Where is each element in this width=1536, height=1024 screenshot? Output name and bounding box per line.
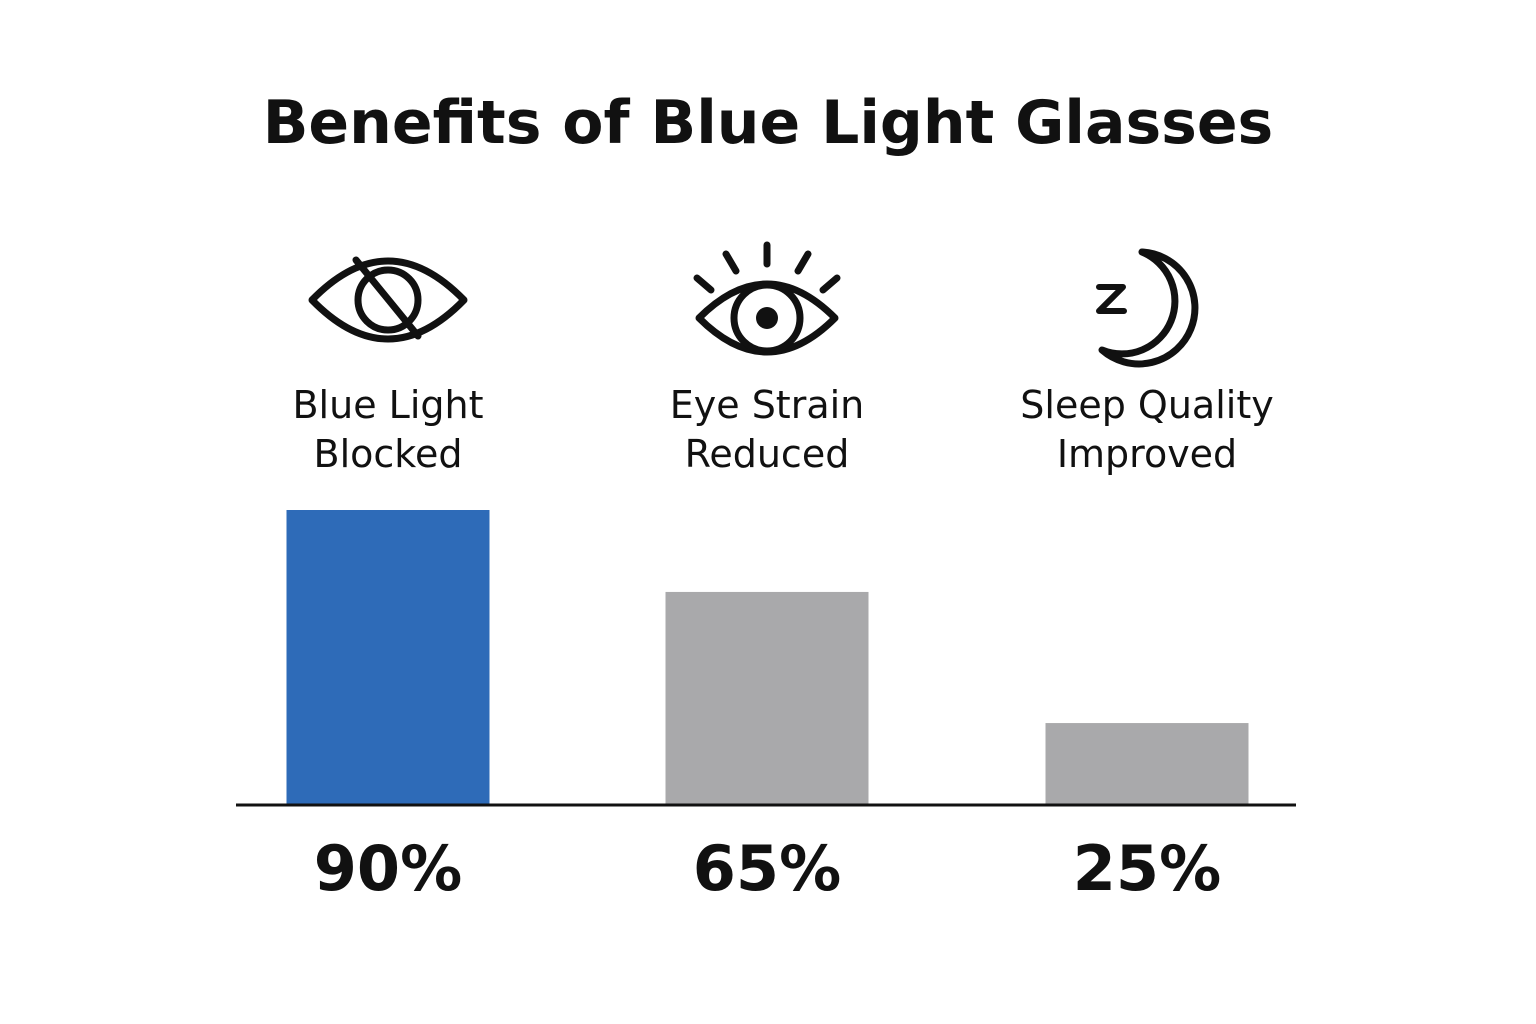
bar: [665, 591, 869, 805]
category-label: Eye Strain Reduced: [669, 383, 865, 476]
value-label: 25%: [1072, 832, 1222, 905]
icon-blue-light: [308, 256, 468, 343]
category-label: Blue Light Blocked: [292, 383, 484, 476]
bar: [1045, 723, 1249, 805]
chart-title: Benefits of Blue Light Glasses: [262, 88, 1274, 158]
category-label: Sleep Quality Improved: [1020, 383, 1274, 476]
bar: [286, 510, 490, 805]
icon-sleep: [1096, 248, 1199, 368]
icon-eye-strain: [693, 241, 841, 356]
value-label: 65%: [692, 832, 842, 905]
value-label: 90%: [313, 832, 463, 905]
